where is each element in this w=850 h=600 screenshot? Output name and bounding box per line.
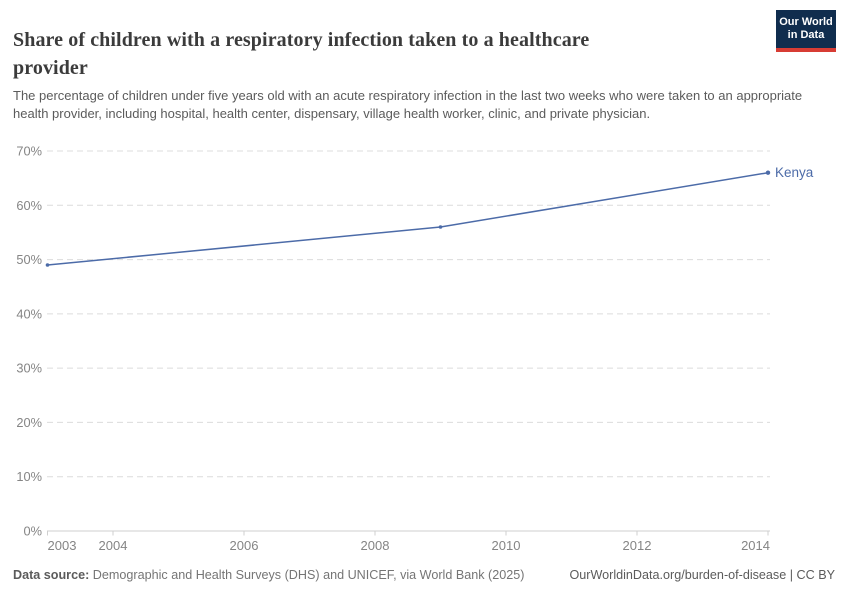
kenya-line[interactable] — [46, 171, 769, 266]
data-point[interactable] — [438, 225, 443, 229]
x-axis-label: 2010 — [492, 538, 521, 553]
line-chart[interactable]: 0% 10% 20% 30% 40% 50% 60% 70% 2003 2004 2006 2008 2… — [0, 140, 850, 565]
owid-logo-line1: Our World — [779, 16, 833, 28]
y-axis-label: 60% — [16, 198, 42, 213]
x-axis-label: 2008 — [361, 538, 390, 553]
series-label-kenya[interactable]: Kenya — [775, 165, 814, 180]
data-point[interactable] — [45, 263, 50, 267]
data-source-text: Demographic and Health Surveys (DHS) and… — [89, 568, 525, 582]
owid-link[interactable]: OurWorldinData.org/burden-of-disease | C… — [569, 567, 835, 583]
y-axis-label: 20% — [16, 415, 42, 430]
owid-logo[interactable]: Our World in Data — [776, 10, 836, 52]
owid-logo-red-bar — [776, 48, 836, 52]
y-axis-label: 30% — [16, 361, 42, 376]
owid-logo-line2: in Data — [787, 29, 825, 41]
x-axis-label: 2012 — [623, 538, 652, 553]
x-axis-label: 2004 — [99, 538, 128, 553]
data-source-label: Data source: — [13, 568, 90, 582]
chart-footer: Data source: Demographic and Health Surv… — [13, 567, 835, 583]
y-axis-label: 40% — [16, 306, 42, 321]
x-axis-label: 2006 — [230, 538, 259, 553]
page-title: Share of children with a respiratory inf… — [13, 29, 590, 80]
chart-subtitle: The percentage of children under five ye… — [13, 88, 803, 121]
data-source: Data source: Demographic and Health Surv… — [13, 567, 524, 583]
y-axis-label: 70% — [16, 144, 42, 159]
y-axis-label: 50% — [16, 252, 42, 267]
y-axis-label: 10% — [16, 469, 42, 484]
x-axis-label: 2003 — [48, 538, 77, 553]
y-axis-label: 0% — [24, 524, 43, 539]
data-point[interactable] — [765, 170, 771, 175]
x-axis-label: 2014 — [741, 538, 770, 553]
owid-link-text: OurWorldinData.org/burden-of-disease | C… — [569, 568, 835, 582]
